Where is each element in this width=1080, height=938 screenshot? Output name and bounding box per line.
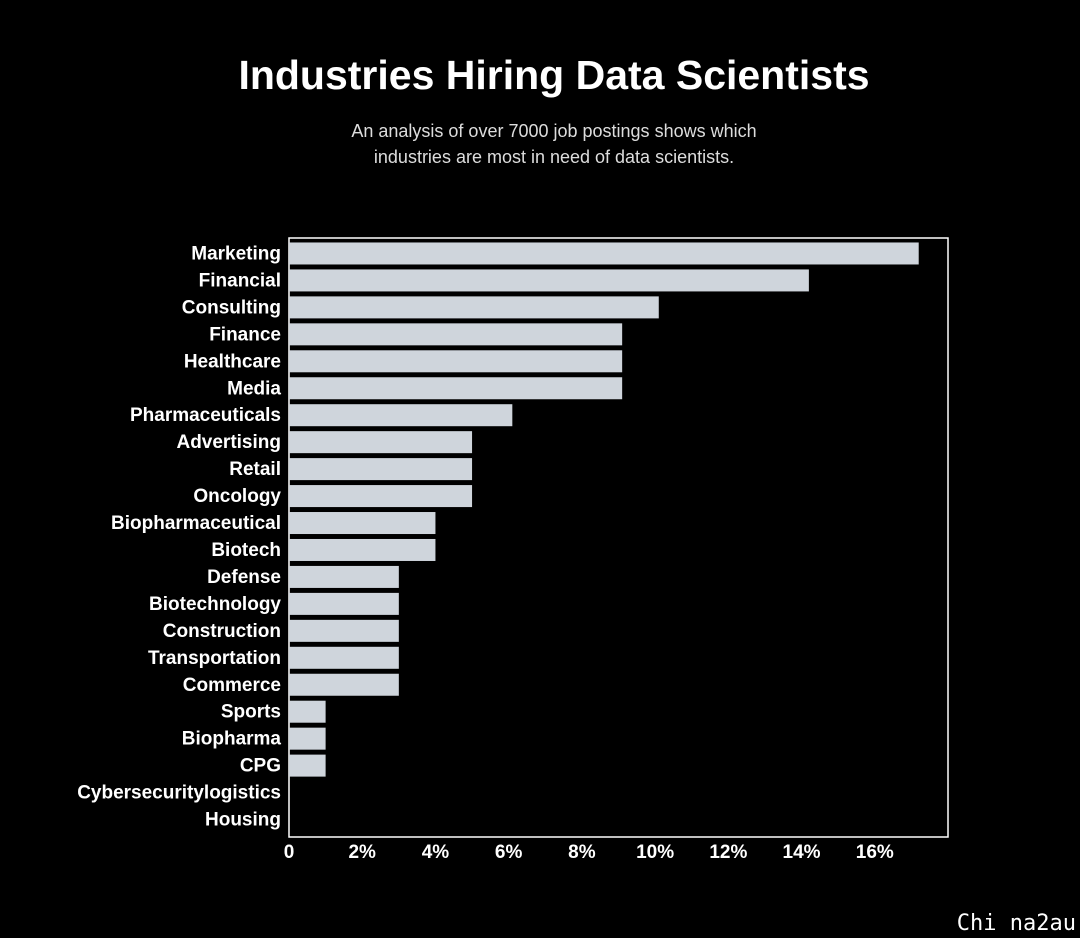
bar: [289, 296, 659, 319]
bar: [289, 404, 513, 427]
y-tick-label: Biotech: [211, 540, 281, 561]
bar: [289, 485, 473, 508]
x-tick-label: 14%: [783, 842, 821, 863]
bar: [289, 350, 623, 373]
y-tick-label: Financial: [199, 270, 281, 291]
bar: [289, 754, 326, 777]
y-tick-label: Cybersecuritylogistics: [77, 783, 281, 804]
bar: [289, 538, 436, 561]
y-tick-label: Healthcare: [184, 351, 281, 372]
y-tick-label: CPG: [240, 756, 281, 777]
x-tick-label: 12%: [709, 842, 747, 863]
bar: [289, 323, 623, 346]
bar: [289, 242, 919, 265]
y-tick-label: Advertising: [176, 432, 281, 453]
y-tick-label: Defense: [207, 567, 281, 588]
y-tick-label: Consulting: [182, 297, 281, 318]
y-tick-label: Biopharmaceutical: [111, 513, 281, 534]
y-tick-label: Pharmaceuticals: [130, 405, 281, 426]
x-tick-label: 16%: [856, 842, 894, 863]
bar: [289, 565, 399, 588]
y-tick-label: Housing: [205, 810, 281, 831]
y-tick-label: Transportation: [148, 648, 281, 669]
bar: [289, 377, 623, 400]
x-tick-label: 6%: [495, 842, 523, 863]
plot-frame: [288, 237, 949, 838]
y-tick-label: Finance: [209, 324, 281, 345]
bar: [289, 673, 399, 696]
bar: [289, 727, 326, 750]
y-tick-label: Commerce: [183, 675, 281, 696]
x-tick-label: 0: [284, 842, 295, 863]
y-tick-label: Oncology: [193, 486, 281, 507]
chart-title: Industries Hiring Data Scientists: [238, 52, 869, 98]
bar: [289, 700, 326, 723]
bar: [289, 269, 809, 292]
x-tick-label: 10%: [636, 842, 674, 863]
y-tick-label: Media: [227, 378, 281, 399]
x-tick-label: 2%: [348, 842, 376, 863]
y-tick-label: Biopharma: [182, 729, 282, 750]
watermark: Chi na2au: [957, 911, 1076, 936]
y-tick-label: Biotechnology: [149, 594, 281, 615]
bar: [289, 592, 399, 615]
chart-subtitle: industries are most in need of data scie…: [374, 147, 734, 167]
y-tick-label: Sports: [221, 702, 281, 723]
bar: [289, 458, 473, 481]
chart-subtitle: An analysis of over 7000 job postings sh…: [351, 121, 756, 141]
y-tick-label: Retail: [229, 459, 281, 480]
bar: [289, 431, 473, 454]
bar: [289, 619, 399, 642]
y-tick-label: Construction: [163, 621, 281, 642]
bar: [289, 512, 436, 535]
x-tick-label: 8%: [568, 842, 596, 863]
x-tick-label: 4%: [422, 842, 450, 863]
y-tick-label: Marketing: [191, 243, 281, 264]
bar: [289, 646, 399, 669]
